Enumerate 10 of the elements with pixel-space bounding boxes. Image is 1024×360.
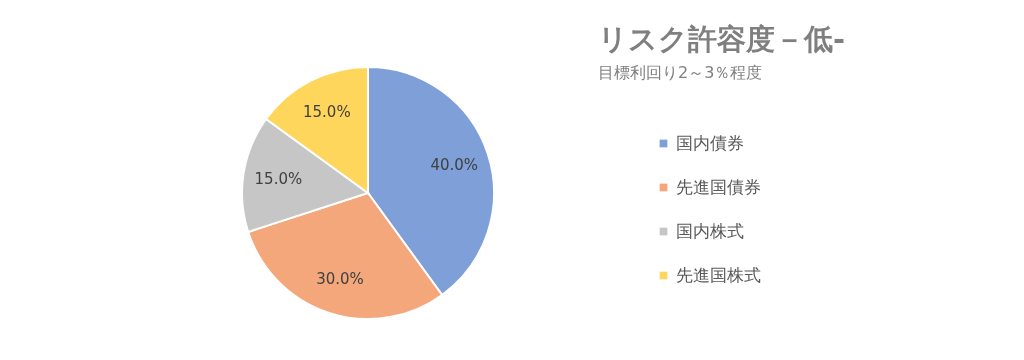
legend-label: 先進国株式 — [676, 264, 761, 285]
data-label: 30.0% — [316, 270, 364, 289]
legend-label: 先進国債券 — [676, 176, 761, 197]
chart-subtitle: 目標利回り2～3％程度 — [598, 63, 763, 82]
legend-label: 国内債券 — [676, 132, 744, 153]
data-label: 15.0% — [254, 169, 303, 188]
legend-label: 国内株式 — [676, 220, 744, 241]
data-label: 40.0% — [430, 155, 479, 174]
chart-title: リスク許容度－低- — [598, 22, 846, 56]
data-label: 15.0% — [302, 103, 351, 122]
